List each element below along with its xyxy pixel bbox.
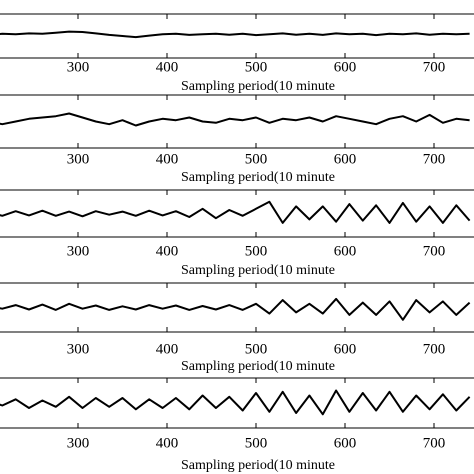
x-tick-label: 700	[423, 151, 446, 167]
x-tick-label: 300	[67, 59, 90, 75]
x-tick-label: 700	[423, 243, 446, 259]
x-tick-label: 700	[423, 435, 446, 451]
signal-line	[0, 30, 470, 39]
x-tick-label: 400	[156, 341, 179, 357]
x-tick-label: 400	[156, 243, 179, 259]
x-tick-label: 600	[334, 341, 357, 357]
x-tick-label: 500	[245, 435, 268, 451]
signal-line	[0, 112, 470, 127]
x-tick-label: 600	[334, 151, 357, 167]
x-axis-label: Sampling period(10 minute	[181, 170, 335, 185]
x-tick-label: 500	[245, 151, 268, 167]
x-tick-label: 300	[67, 341, 90, 357]
x-tick-label: 300	[67, 435, 90, 451]
x-tick-label: 300	[67, 243, 90, 259]
x-tick-label: 600	[334, 435, 357, 451]
x-tick-label: 700	[423, 59, 446, 75]
signal-line	[0, 389, 471, 416]
x-tick-label: 300	[67, 151, 90, 167]
x-tick-label: 600	[334, 243, 357, 259]
x-axis-label: Sampling period(10 minute	[181, 458, 335, 473]
x-tick-label: 500	[245, 59, 268, 75]
x-axis-label: Sampling period(10 minute	[181, 263, 335, 278]
x-tick-label: 500	[245, 341, 268, 357]
signal-line	[0, 200, 471, 224]
x-tick-label: 400	[156, 151, 179, 167]
x-tick-label: 400	[156, 435, 179, 451]
x-tick-label: 700	[423, 341, 446, 357]
x-tick-label: 600	[334, 59, 357, 75]
x-axis-label: Sampling period(10 minute	[181, 359, 335, 374]
signal-line	[0, 297, 471, 321]
x-tick-label: 500	[245, 243, 268, 259]
x-axis-label: Sampling period(10 minute	[181, 79, 335, 94]
x-tick-label: 400	[156, 59, 179, 75]
